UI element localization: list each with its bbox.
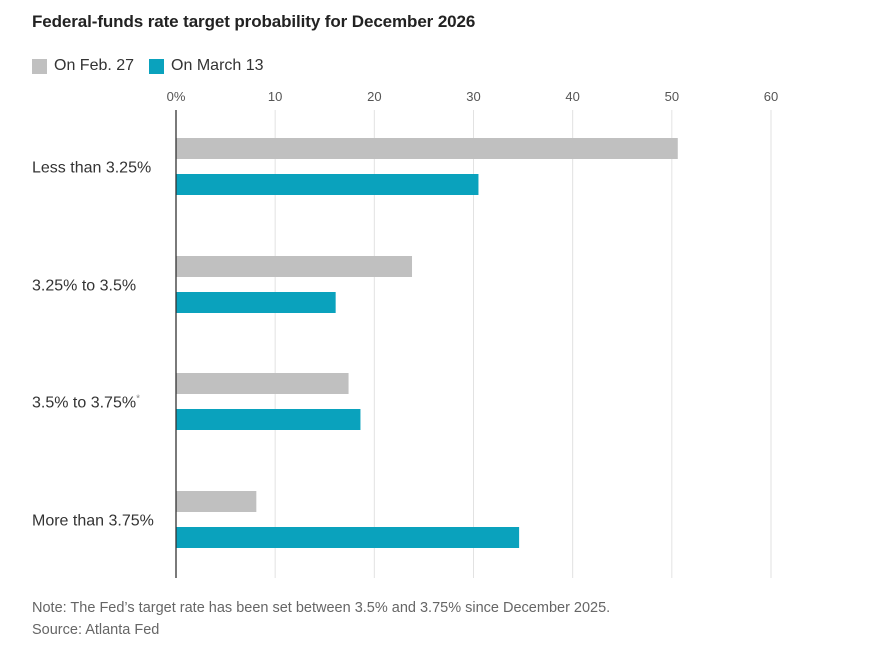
legend-label-march13: On March 13	[171, 57, 264, 74]
footnote-marker: *	[136, 394, 140, 405]
y-category-label-0: Less than 3.25%	[32, 160, 151, 177]
bar-march13-1	[176, 292, 336, 313]
x-tick-label-30: 30	[466, 89, 480, 104]
source-text: Source: Atlanta Fed	[32, 622, 160, 638]
x-tick-label-50: 50	[665, 89, 679, 104]
bar-feb27-0	[176, 138, 678, 159]
bar-feb27-2	[176, 373, 349, 394]
chart-footnote: Note: The Fed’s target rate has been set…	[32, 597, 610, 641]
legend-label-feb27: On Feb. 27	[54, 57, 135, 74]
bar-march13-2	[176, 409, 361, 430]
legend-swatch-march13	[149, 58, 165, 74]
x-tick-label-40: 40	[565, 89, 579, 104]
note-text: Note: The Fed’s target rate has been set…	[32, 600, 611, 616]
bar-feb27-1	[176, 256, 413, 277]
y-category-label-1: 3.25% to 3.5%	[32, 278, 136, 295]
y-category-label-3: More than 3.75%	[32, 513, 154, 530]
legend-item-march13: On March 13	[149, 57, 264, 75]
bar-feb27-3	[176, 491, 257, 512]
bar-march13-0	[176, 174, 479, 195]
y-category-label-2: 3.5% to 3.75%*	[32, 394, 140, 412]
legend: On Feb. 27 On March 13	[32, 57, 279, 75]
x-tick-label-60: 60	[764, 89, 778, 104]
x-tick-label-10: 10	[268, 89, 282, 104]
chart-title: Federal-funds rate target probability fo…	[32, 12, 476, 31]
bar-march13-3	[176, 527, 520, 548]
legend-swatch-feb27	[32, 58, 47, 74]
x-tick-label-0: 0%	[167, 89, 186, 104]
legend-item-feb27: On Feb. 27	[32, 57, 134, 75]
x-tick-label-20: 20	[367, 89, 381, 104]
